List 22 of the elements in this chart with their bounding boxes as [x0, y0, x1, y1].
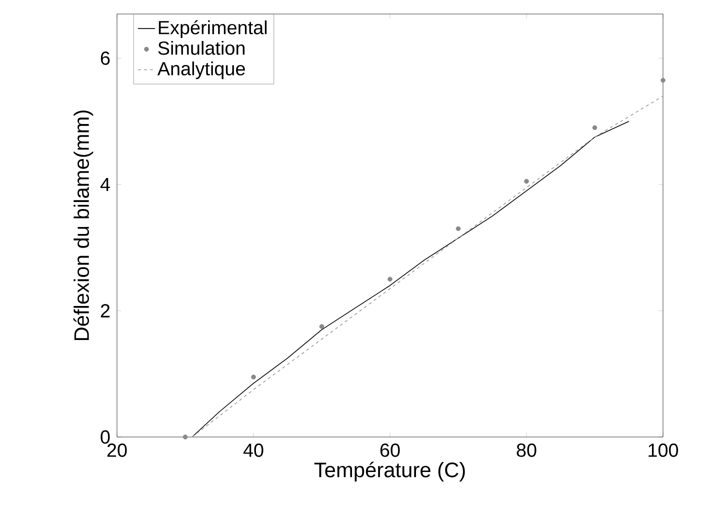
- y-tick-label: 0: [100, 430, 110, 444]
- point: [524, 178, 529, 184]
- x-axis-title: Température (C): [314, 462, 465, 482]
- y-tick-label: 6: [100, 51, 110, 65]
- legend-label: Expérimental: [158, 20, 267, 38]
- legend-label: Analytique: [157, 61, 245, 80]
- point: [388, 276, 392, 282]
- point: [660, 78, 666, 83]
- point: [456, 226, 461, 232]
- x-tick-label: 80: [516, 444, 536, 457]
- point: [182, 434, 188, 440]
- point: [251, 374, 256, 380]
- point: [592, 125, 598, 130]
- y-tick-label: 2: [100, 304, 110, 318]
- x-tick-label: 20: [107, 444, 127, 457]
- x-tick-label: 40: [243, 444, 264, 457]
- legend-label: Simulation: [158, 40, 245, 55]
- y-axis-title: Déflexion du bilame(mm): [73, 110, 94, 340]
- y-tick-label: 4: [100, 178, 110, 191]
- x-tick-label: 60: [380, 444, 400, 457]
- x-tick-label: 100: [648, 444, 678, 457]
- point: [319, 324, 324, 329]
